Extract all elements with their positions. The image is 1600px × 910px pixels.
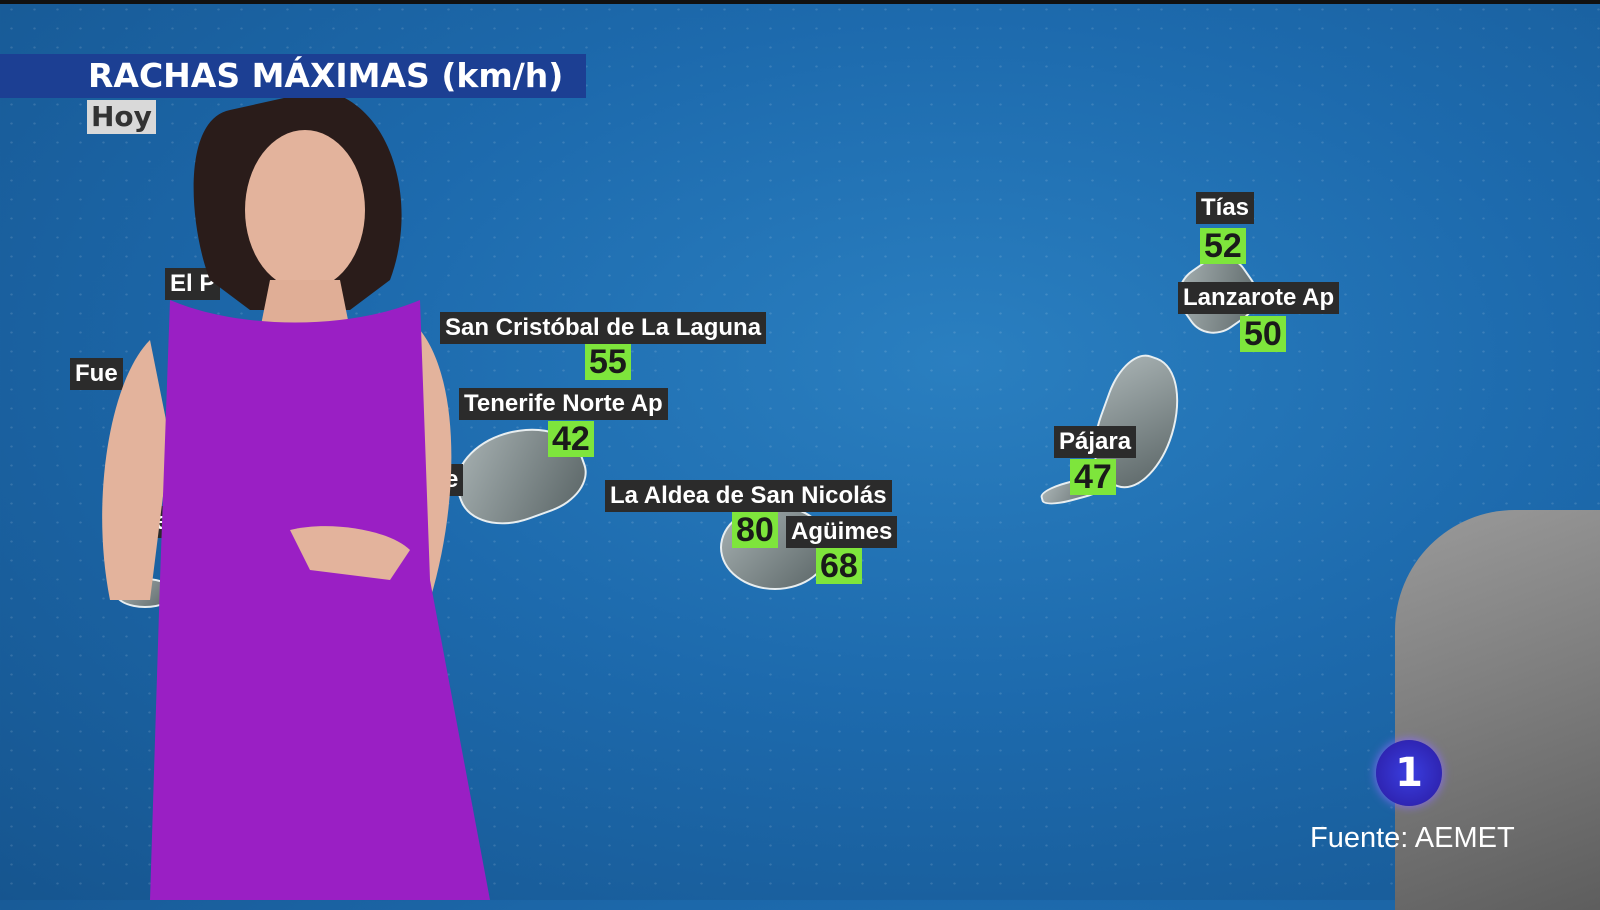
station-label-la-aldea: La Aldea de San Nicolás xyxy=(605,480,892,512)
source-credit: Fuente: AEMET xyxy=(1310,822,1515,854)
station-label-tenerife-norte: Tenerife Norte Ap xyxy=(459,388,668,420)
presenter xyxy=(102,90,490,900)
station-label-la-laguna: San Cristóbal de La Laguna xyxy=(440,312,767,344)
station-value-tenerife-norte: 42 xyxy=(548,421,594,457)
top-border xyxy=(0,0,1600,4)
africa-coast xyxy=(1395,510,1600,910)
station-label-aguimes: Agüimes xyxy=(786,516,898,548)
station-value-aguimes: 68 xyxy=(816,548,862,584)
station-value-pajara: 47 xyxy=(1070,459,1116,495)
date-subtitle: Hoy xyxy=(87,100,156,134)
station-value-tias: 52 xyxy=(1200,228,1246,264)
station-value-la-laguna: 55 xyxy=(585,344,631,380)
station-value-la-aldea: 80 xyxy=(732,512,778,548)
station-label-lanzarote-ap: Lanzarote Ap xyxy=(1178,282,1340,314)
station-label-pajara: Pájara xyxy=(1054,426,1137,458)
station-value-lanzarote-ap: 50 xyxy=(1240,316,1286,352)
page-title: RACHAS MÁXIMAS (km/h) xyxy=(0,54,586,98)
station-label-tias: Tías xyxy=(1196,192,1255,224)
partial-label-fue: Fue xyxy=(70,358,123,390)
partial-label-el: El P xyxy=(165,268,221,300)
channel-logo: 1 xyxy=(1376,740,1442,806)
